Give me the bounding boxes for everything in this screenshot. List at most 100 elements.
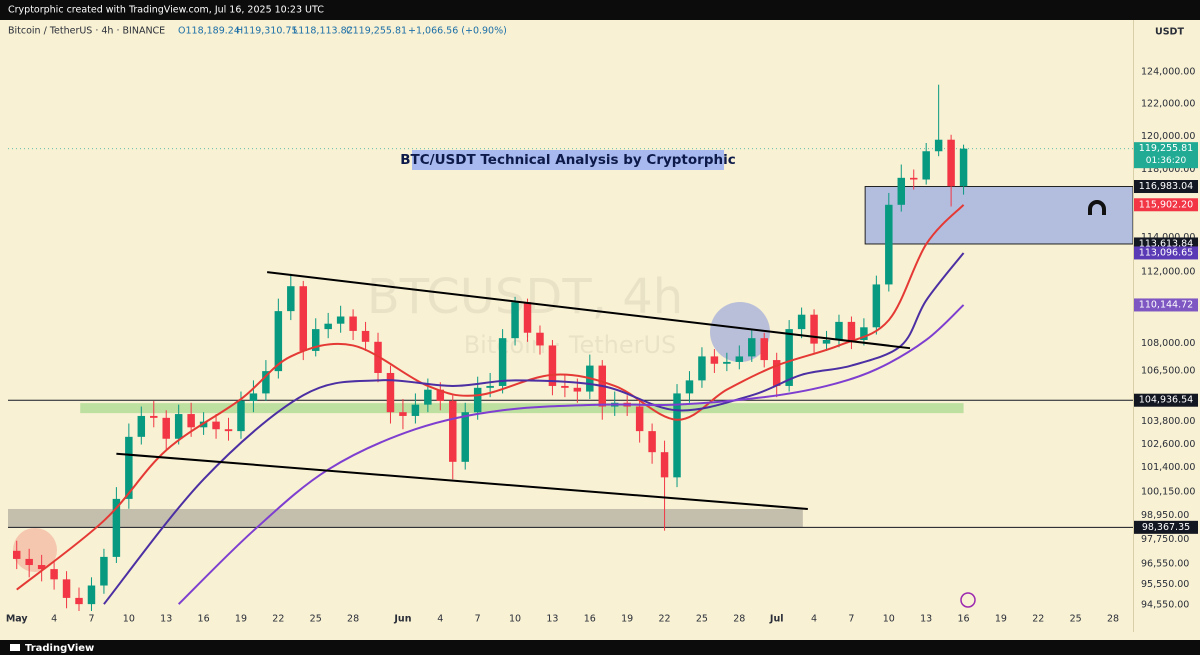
- candle-body: [162, 417, 170, 439]
- candle-body: [748, 338, 756, 357]
- x-tick-label: 28: [347, 614, 359, 625]
- candle-body: [486, 385, 494, 388]
- price-label: 116,983.04: [1139, 181, 1193, 192]
- price-label-box: [1134, 393, 1198, 407]
- candle-body: [922, 151, 930, 180]
- candle-body: [934, 139, 943, 152]
- watermark-sub: Bitcoin · TetherUS: [464, 331, 677, 359]
- candle-body: [561, 385, 569, 388]
- y-tick-label: 100,150.00: [1141, 487, 1195, 498]
- candle-body: [324, 323, 332, 330]
- top-bar: [0, 0, 1200, 20]
- symbol: Bitcoin / TetherUS · 4h · BINANCE: [8, 26, 165, 37]
- price-label: 115,902.20: [1139, 199, 1193, 210]
- countdown: 01:36:20: [1146, 156, 1187, 166]
- candle-body: [959, 148, 968, 187]
- event-icon[interactable]: [960, 592, 976, 608]
- x-tick-label: 16: [198, 614, 210, 625]
- x-tick-label: 25: [310, 614, 322, 625]
- candle-body: [648, 431, 656, 453]
- chart-title: BTC/USDT Technical Analysis by Cryptorph…: [400, 152, 735, 168]
- logo: [10, 644, 20, 651]
- price-label: 110,144.72: [1139, 299, 1193, 310]
- trendline: [267, 271, 911, 350]
- magnet-icon[interactable]: [1088, 200, 1106, 215]
- credit: Cryptorphic created with TradingView.com…: [8, 5, 324, 16]
- x-tick-label: 13: [546, 614, 558, 625]
- price-label: 113,613.84: [1139, 238, 1193, 249]
- x-tick-label: 4: [437, 614, 443, 625]
- y-tick-label: 103,800.00: [1141, 416, 1195, 427]
- price-label-box: [1134, 198, 1198, 212]
- brand: TradingView: [25, 643, 94, 654]
- y-tick-label: 102,600.00: [1141, 439, 1195, 450]
- candle-body: [75, 597, 83, 605]
- candle-body: [760, 338, 768, 361]
- zone: [864, 186, 1133, 245]
- y-tick-label: 108,000.00: [1141, 338, 1195, 349]
- candle-body: [62, 579, 71, 598]
- price-label-box: [1134, 180, 1198, 194]
- candle-body: [187, 414, 195, 428]
- candle-body: [473, 387, 482, 413]
- y-tick-label: 124,000.00: [1141, 66, 1195, 77]
- currency: USDT: [1155, 27, 1184, 38]
- candle-body: [274, 311, 283, 372]
- candle-body: [249, 393, 258, 401]
- candle-body: [897, 177, 906, 205]
- candle-body: [12, 550, 21, 559]
- candle-body: [635, 406, 644, 432]
- candle-body: [50, 569, 58, 580]
- x-tick-label: May: [6, 614, 29, 625]
- candle-body: [436, 389, 445, 401]
- candle-body: [847, 321, 856, 340]
- candle-body: [262, 371, 270, 394]
- x-tick-label: 19: [235, 614, 247, 625]
- x-tick-label: 25: [696, 614, 708, 625]
- candle-body: [523, 302, 532, 333]
- x-tick-label: 22: [1032, 614, 1044, 625]
- candle-body: [885, 204, 893, 285]
- candle-body: [772, 360, 781, 386]
- candle-body: [361, 330, 370, 342]
- candle-body: [511, 302, 519, 339]
- footer-bar: [0, 640, 1200, 655]
- moving-average: [177, 304, 965, 605]
- candle-body: [660, 452, 669, 478]
- title-box: [412, 150, 724, 170]
- candle-body: [797, 314, 806, 330]
- candle-body: [872, 284, 881, 328]
- x-tick-label: 4: [811, 614, 817, 625]
- candle-body: [498, 338, 507, 386]
- ohlc-high: H119,310.75: [236, 26, 298, 37]
- x-tick-label: 7: [848, 614, 854, 625]
- candle-body: [710, 356, 719, 364]
- ohlc-close: C119,255.81: [346, 26, 407, 37]
- candle-body: [424, 389, 432, 405]
- candle-body: [449, 400, 457, 462]
- y-tick-label: 112,000.00: [1141, 267, 1195, 278]
- candle-body: [909, 177, 918, 180]
- x-tick-label: 28: [1107, 614, 1119, 625]
- candle-body: [25, 558, 33, 566]
- candle-body: [399, 412, 407, 416]
- candle-body: [386, 372, 395, 413]
- price-label-box: [1134, 142, 1198, 169]
- x-tick-label: 16: [584, 614, 596, 625]
- candle-body: [785, 329, 793, 386]
- x-tick-label: 25: [1070, 614, 1082, 625]
- candle-body: [174, 414, 183, 439]
- y-tick-label: 118,000.00: [1141, 164, 1195, 175]
- x-tick-label: Jun: [393, 614, 411, 625]
- price-label: 119,255.81: [1139, 143, 1193, 154]
- y-tick-label: 98,950.00: [1141, 510, 1189, 521]
- y-tick-label: 101,400.00: [1141, 462, 1195, 473]
- candle-body: [150, 415, 158, 418]
- x-tick-label: 19: [621, 614, 633, 625]
- candle-body: [299, 286, 308, 351]
- y-tick-label: 114,000.00: [1141, 232, 1195, 243]
- candle-body: [137, 415, 146, 437]
- candle-body: [548, 345, 557, 386]
